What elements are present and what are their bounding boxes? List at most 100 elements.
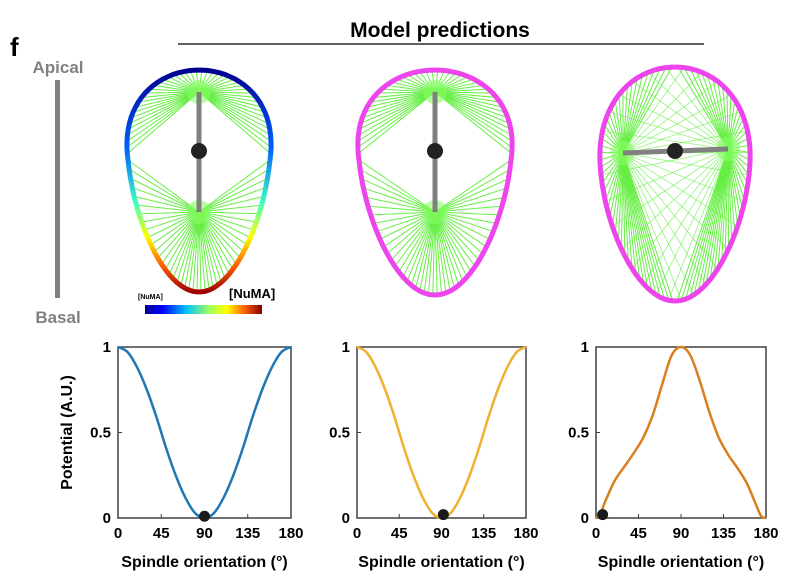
x-tick-label: 0 xyxy=(114,525,122,542)
cell-cortex xyxy=(355,67,515,298)
microtubule-line xyxy=(406,211,436,282)
microtubule-line xyxy=(727,148,736,235)
y-tick-label: 0.5 xyxy=(568,425,589,442)
microtubule-line xyxy=(363,187,436,213)
microtubule-line xyxy=(622,152,750,176)
microtubule-line xyxy=(689,148,729,298)
microtubule-line xyxy=(198,211,214,289)
microtubule-line xyxy=(622,152,745,202)
microtubule-line xyxy=(614,152,624,235)
numa-colorbar xyxy=(145,305,262,314)
microtubule-line xyxy=(434,91,512,130)
microtubule-line xyxy=(620,152,624,250)
x-tick-label: 135 xyxy=(711,525,736,542)
microtubules xyxy=(599,66,751,302)
apical-basal-axis xyxy=(55,80,60,298)
microtubule-line xyxy=(622,152,641,280)
microtubule-line xyxy=(419,211,436,292)
microtubule-line xyxy=(357,91,436,155)
microtubule-line xyxy=(364,91,436,113)
microtubule-line xyxy=(128,168,200,213)
x-tick-label: 180 xyxy=(513,525,538,542)
microtubule-line xyxy=(622,152,665,300)
microtubule-line xyxy=(198,211,222,283)
microtubule-line xyxy=(434,91,513,148)
microtubule-line xyxy=(622,152,729,250)
potential-curve xyxy=(117,345,292,520)
microtubule-line xyxy=(622,152,719,269)
microtubule-line xyxy=(647,71,729,150)
microtubule-line xyxy=(434,91,513,155)
microtubule-line xyxy=(434,211,455,289)
microtubule-line xyxy=(198,168,270,213)
y-axis-label: Potential (A.U.) xyxy=(59,375,76,490)
microtubule-line xyxy=(668,148,729,301)
microtubule-line xyxy=(622,81,719,154)
microtubule-line xyxy=(130,177,200,213)
y-tick-label: 0 xyxy=(342,510,350,527)
microtubule-line xyxy=(198,91,268,119)
microtubule-line xyxy=(359,168,436,213)
x-tick-label: 0 xyxy=(353,525,361,542)
microtubule-line xyxy=(360,91,436,124)
microtubule-line xyxy=(680,148,729,301)
microtubule-line xyxy=(622,152,629,263)
microtubule-line xyxy=(130,91,200,119)
microtubule-line xyxy=(432,211,436,295)
microtubule-line xyxy=(198,91,269,124)
microtubule-line xyxy=(695,70,729,150)
microtubule-line xyxy=(176,211,200,283)
potential-chart-1: 0 45 90 135 180 0 0.5 1 Spindle orientation (°) P… xyxy=(59,339,304,571)
microtubule-line xyxy=(705,148,729,285)
apical-label: Apical xyxy=(32,58,83,77)
microtubule-line xyxy=(622,152,653,292)
figure-heading: Model predictions xyxy=(350,19,530,42)
microtubule-line xyxy=(434,159,512,213)
x-axis-label: Spindle orientation (°) xyxy=(598,554,764,571)
minimum-marker xyxy=(199,510,210,522)
microtubule-line xyxy=(622,68,661,154)
y-tick-label: 0 xyxy=(103,510,111,527)
microtubule-line xyxy=(126,91,200,142)
microtubule-line xyxy=(622,152,661,298)
microtubule-line xyxy=(717,148,729,269)
microtubule-line xyxy=(622,152,649,289)
x-tick-label: 90 xyxy=(673,525,690,542)
microtubule-line xyxy=(434,211,468,278)
microtubule-line xyxy=(622,111,742,154)
microtubule-line xyxy=(434,91,513,142)
microtubule-line xyxy=(622,94,732,154)
microtubule-line xyxy=(622,152,738,227)
microtubule-line xyxy=(727,148,739,227)
y-tick-label: 1 xyxy=(103,339,111,356)
microtubule-line xyxy=(693,148,729,295)
microtubule-line xyxy=(600,148,729,176)
microtubule-line xyxy=(643,148,729,285)
microtubule-line xyxy=(622,152,657,295)
colorbar-label-large: [NuMA] xyxy=(229,286,275,301)
microtubule-line xyxy=(434,168,511,213)
microtubule-line xyxy=(622,67,685,154)
microtubule-line xyxy=(415,211,436,289)
plot-frame xyxy=(356,346,527,519)
cell-model-uniform-vertical xyxy=(355,67,515,298)
microtubule-line xyxy=(184,211,200,289)
microtubule-line xyxy=(358,91,436,130)
potential-curve xyxy=(356,345,527,520)
microtubule-line xyxy=(622,66,673,154)
microtubule-line xyxy=(129,91,200,124)
microtubule-line xyxy=(697,148,729,292)
microtubule-line xyxy=(198,91,272,155)
spindle-center xyxy=(191,143,207,159)
microtubule-line xyxy=(127,91,200,136)
microtubule-line xyxy=(727,148,730,250)
x-tick-label: 45 xyxy=(153,525,170,542)
microtubule-line xyxy=(358,91,436,136)
microtubule-line xyxy=(434,91,508,119)
microtubule-line xyxy=(618,94,729,150)
y-tick-label: 1 xyxy=(342,339,350,356)
microtubule-line xyxy=(622,152,633,269)
x-tick-label: 180 xyxy=(278,525,303,542)
y-tick-label: 1 xyxy=(581,339,589,356)
